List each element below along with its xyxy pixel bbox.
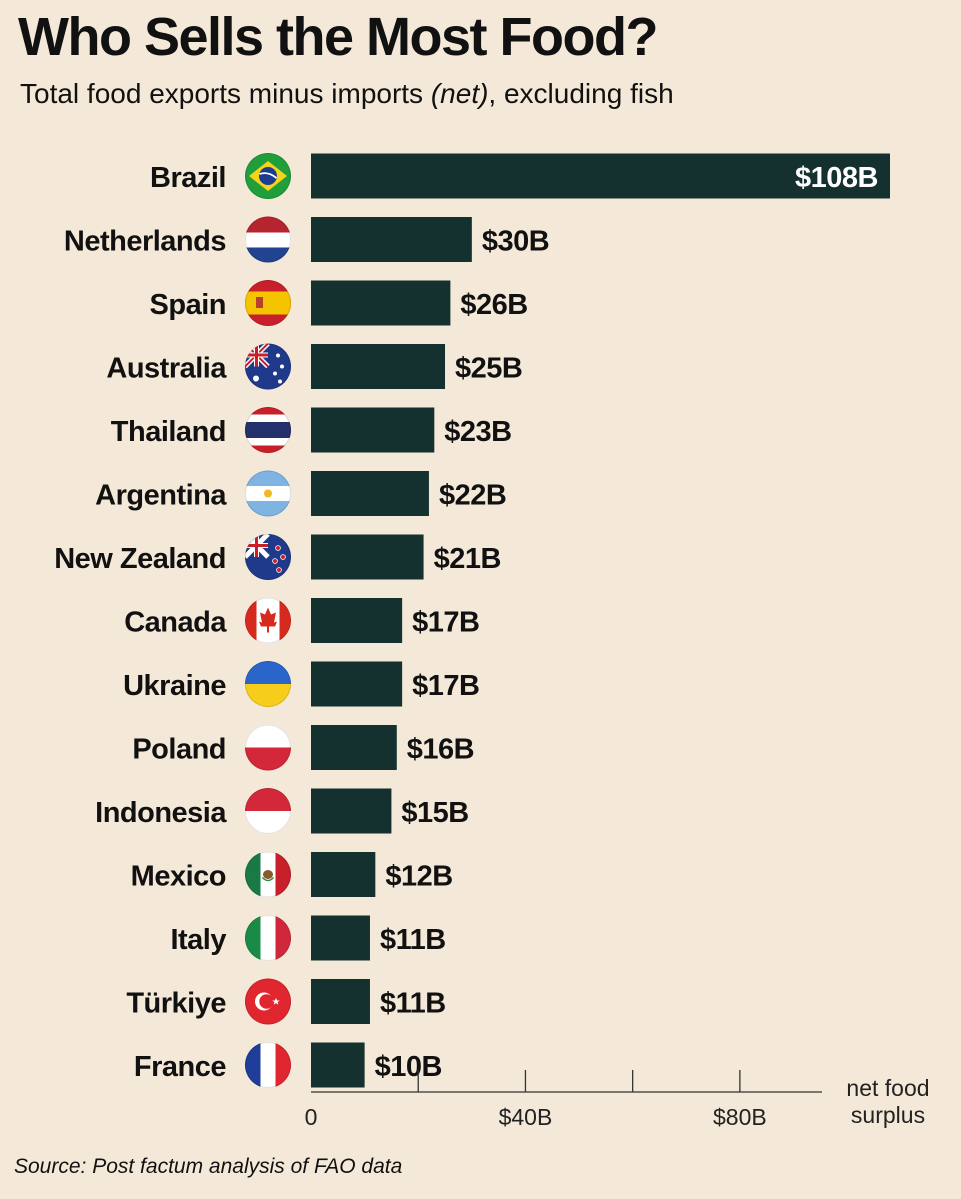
bar (311, 852, 376, 897)
country-label: Australia (106, 353, 227, 385)
data-label: $30B (482, 226, 549, 258)
bar (311, 725, 397, 770)
x-tick-label: $40B (499, 1104, 553, 1130)
country-label: France (134, 1051, 226, 1083)
data-label: $21B (434, 543, 501, 575)
data-label: $11B (380, 988, 446, 1020)
country-label: Brazil (150, 162, 226, 194)
bar (311, 1042, 365, 1088)
bar (311, 979, 370, 1024)
data-label: $10B (375, 1051, 442, 1083)
x-axis-label: net food (846, 1075, 929, 1101)
bar (311, 661, 403, 707)
x-tick-label: 0 (305, 1104, 318, 1130)
bar (311, 471, 429, 516)
data-label: $26B (460, 289, 527, 321)
page-title: Who Sells the Most Food? (18, 7, 658, 67)
subtitle-italic: (net) (430, 78, 489, 109)
bar (311, 344, 446, 389)
country-label: Ukraine (123, 670, 226, 702)
data-label: $22B (439, 480, 506, 512)
source-note: Source: Post factum analysis of FAO data (14, 1155, 403, 1178)
subtitle: Total food exports minus imports (net), … (20, 78, 674, 110)
data-label: $25B (455, 353, 522, 385)
new-zealand-flag-icon (245, 534, 291, 580)
bar (311, 217, 472, 262)
netherlands-flag-icon (245, 216, 291, 263)
country-label: New Zealand (54, 543, 226, 575)
bar (311, 534, 424, 580)
canada-flag-icon (245, 597, 291, 644)
mexico-flag-icon (245, 851, 291, 898)
country-label: Italy (170, 924, 226, 956)
indonesia-flag-icon (245, 788, 291, 834)
bar (311, 788, 392, 834)
subtitle-text-end: , excluding fish (488, 78, 674, 109)
country-label: Netherlands (64, 226, 226, 258)
spain-flag-icon (245, 280, 291, 326)
australia-flag-icon (245, 343, 291, 390)
data-label: $17B (412, 607, 479, 639)
turkiye-flag-icon (245, 978, 291, 1025)
bar (311, 407, 435, 453)
thailand-flag-icon (245, 407, 291, 453)
bar (311, 280, 451, 326)
country-label: Argentina (95, 480, 227, 512)
x-tick-label: $80B (713, 1104, 767, 1130)
ukraine-flag-icon (245, 661, 291, 707)
x-axis-label: surplus (851, 1102, 925, 1128)
subtitle-text: Total food exports minus imports (20, 78, 431, 109)
data-label: $108B (795, 162, 878, 194)
italy-flag-icon (245, 915, 291, 961)
bar (311, 153, 890, 199)
bar-chart: Brazil $108B Netherlands $30B Spain $26B Austr… (54, 153, 930, 1130)
poland-flag-icon (245, 724, 291, 771)
brazil-flag-icon (245, 153, 291, 199)
bar (311, 598, 403, 643)
country-label: Spain (150, 289, 226, 321)
country-label: Türkiye (126, 988, 226, 1020)
country-label: Thailand (111, 416, 226, 448)
data-label: $11B (380, 924, 446, 956)
country-label: Mexico (131, 861, 226, 893)
argentina-flag-icon (245, 470, 291, 517)
country-label: Canada (124, 607, 227, 639)
country-label: Indonesia (95, 797, 227, 829)
data-label: $12B (385, 861, 452, 893)
data-label: $16B (407, 734, 474, 766)
data-label: $15B (401, 797, 468, 829)
data-label: $23B (444, 416, 511, 448)
france-flag-icon (245, 1042, 291, 1088)
data-label: $17B (412, 670, 479, 702)
country-label: Poland (132, 734, 226, 766)
bar (311, 915, 370, 961)
